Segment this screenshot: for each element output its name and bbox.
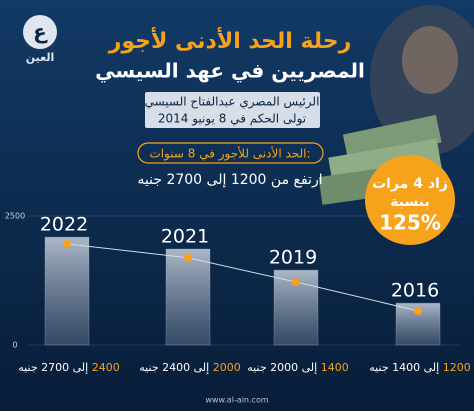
badge-text: زاد 4 مرات	[372, 176, 448, 192]
range-from: 1400	[321, 361, 349, 374]
year-label: 2022	[40, 214, 88, 236]
badge-value: 125%	[379, 211, 441, 235]
title: رحلة الحد الأدنى لأجور	[108, 26, 352, 54]
range-label: 2400 إلى 2700 جنيه	[18, 361, 119, 374]
bar	[165, 248, 211, 346]
trend-point	[414, 306, 422, 315]
year-label: 2021	[161, 226, 209, 248]
year-label: 2019	[269, 247, 317, 269]
range-label: 1200 إلى 1400 جنيه	[369, 361, 470, 374]
badge	[365, 155, 455, 245]
footer: www.al-ain.com	[205, 396, 268, 405]
trend-line	[66, 243, 419, 312]
trend-point	[184, 253, 192, 262]
range-from: 1200	[443, 361, 471, 374]
range-label: 1400 إلى 2000 جنيه	[247, 361, 348, 374]
box-title: الحد الأدنى للأجور في 8 سنوات:	[149, 146, 310, 162]
box-text: ارتفع من 1200 إلى 2700 جنيه	[137, 172, 322, 188]
y-tick-label: 2500	[5, 212, 25, 221]
title-line2: المصريين في عهد السيسي	[95, 59, 365, 84]
subtitle: الرئيس المصري عبدالفتاح السيسي	[145, 95, 320, 110]
box-outline	[137, 142, 324, 164]
range-label: 2000 إلى 2400 جنيه	[139, 361, 240, 374]
logo-mark: ع	[33, 20, 48, 44]
portrait-face	[402, 26, 458, 94]
logo-circle	[23, 15, 57, 49]
bar	[395, 302, 441, 346]
year-label: 2016	[391, 280, 439, 302]
trend-point	[63, 239, 71, 248]
logo-text: العين	[26, 51, 55, 64]
bar	[44, 236, 90, 346]
range-from: 2000	[213, 361, 241, 374]
y-tick-label: 0	[12, 341, 17, 350]
range-rest: إلى 2700 جنيه	[18, 361, 88, 374]
range-rest: إلى 2000 جنيه	[247, 361, 317, 374]
badge-text: بنسبة	[390, 194, 429, 210]
subtitle-box	[145, 92, 320, 128]
range-rest: إلى 2400 جنيه	[139, 361, 209, 374]
subtitle: تولى الحكم في 8 يونيو 2014	[158, 112, 306, 127]
trend-point	[292, 278, 300, 287]
range-rest: إلى 1400 جنيه	[369, 361, 439, 374]
range-from: 2400	[92, 361, 120, 374]
